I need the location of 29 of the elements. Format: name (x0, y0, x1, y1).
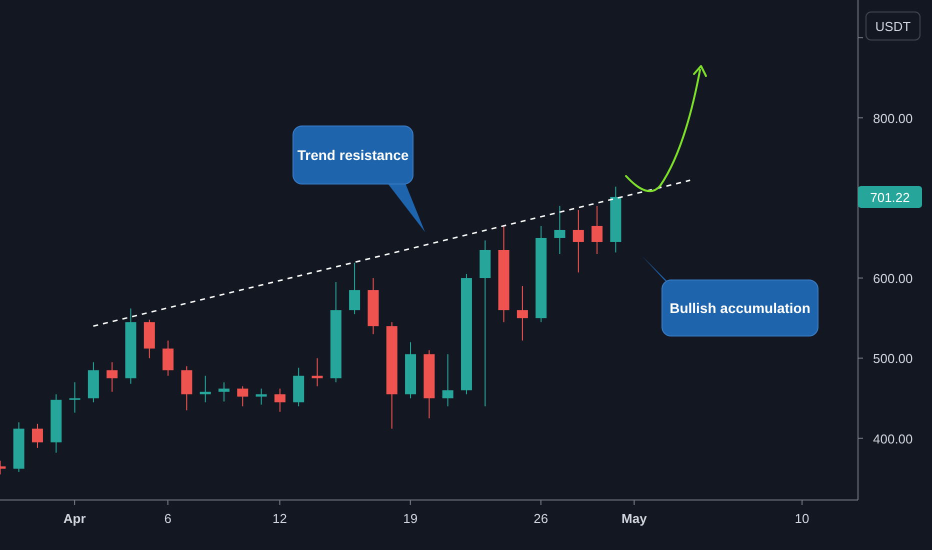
text: 701.22 (870, 190, 910, 205)
x-tick-label: 10 (794, 511, 810, 526)
x-tick-label: Apr (63, 511, 86, 526)
candlestick (592, 205, 603, 255)
candlestick (69, 382, 80, 414)
candlestick (516, 286, 528, 342)
candlestick (554, 205, 566, 255)
candlestick (256, 388, 267, 406)
candlestick (162, 340, 174, 376)
candlestick (106, 362, 118, 392)
candlestick (274, 388, 286, 412)
y-tick-label: 400.00 (873, 431, 913, 446)
candlestick (442, 354, 454, 407)
x-tick-label: 6 (164, 511, 172, 526)
x-tick-label: May (622, 511, 648, 526)
y-tick-label: 500.00 (873, 351, 913, 366)
annotation: Bullish accumulation (670, 300, 810, 316)
annotation: Trend resistance (297, 147, 409, 163)
x-tick-label: 12 (272, 511, 288, 526)
y-tick-label: 800.00 (873, 110, 913, 126)
y-axis-title: USDT (875, 19, 911, 34)
x-tick-label: 26 (534, 511, 548, 526)
candlestick (218, 382, 230, 402)
candlestick (349, 262, 360, 315)
candlestick (237, 386, 248, 407)
x-tick-label: 19 (403, 511, 418, 526)
candlestick (32, 423, 43, 448)
candlestick (572, 209, 584, 273)
y-tick-label: 600.00 (873, 271, 913, 286)
